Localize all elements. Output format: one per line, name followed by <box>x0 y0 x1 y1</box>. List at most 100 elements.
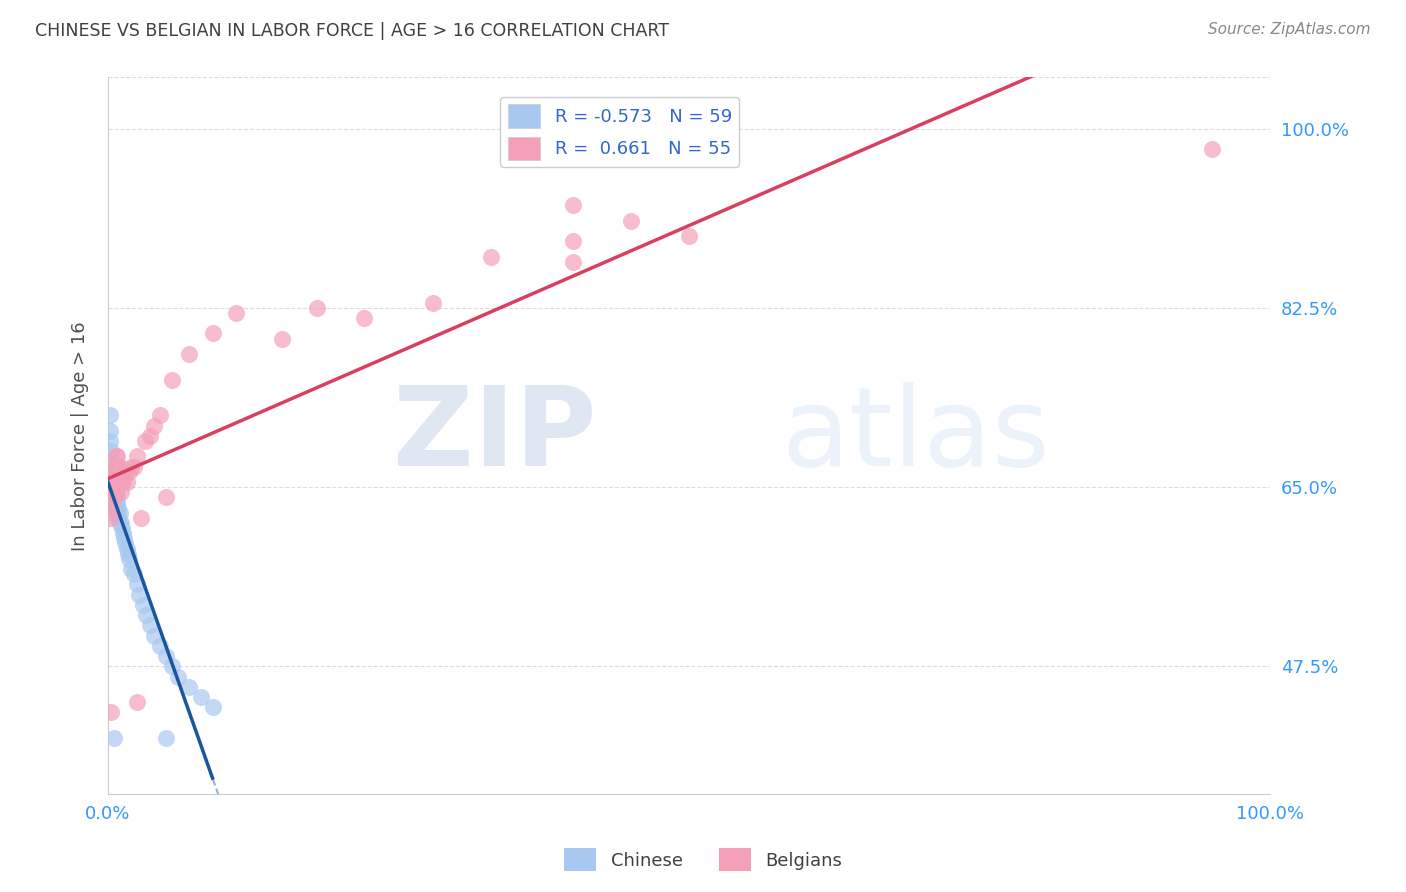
Point <box>120 562 142 576</box>
Point <box>149 639 172 653</box>
Point <box>103 480 125 494</box>
Point <box>135 608 157 623</box>
Point <box>101 465 124 479</box>
Point <box>98 491 121 505</box>
Point <box>111 521 134 535</box>
Point <box>561 254 583 268</box>
Point <box>104 495 127 509</box>
Point <box>125 577 148 591</box>
Point <box>103 475 125 489</box>
Point <box>101 470 124 484</box>
Point <box>155 731 177 745</box>
Point <box>105 485 128 500</box>
Point <box>118 465 141 479</box>
Point <box>561 198 583 212</box>
Point <box>104 491 127 505</box>
Text: atlas: atlas <box>782 383 1050 490</box>
Point <box>678 229 700 244</box>
Point <box>128 588 150 602</box>
Point <box>201 326 224 341</box>
Legend: Chinese, Belgians: Chinese, Belgians <box>557 841 849 879</box>
Point <box>620 214 643 228</box>
Point <box>98 434 121 448</box>
Point <box>307 301 329 315</box>
Point <box>132 598 155 612</box>
Point <box>105 459 128 474</box>
Point <box>117 547 139 561</box>
Point <box>118 551 141 566</box>
Point <box>108 459 131 474</box>
Point <box>105 491 128 505</box>
Point <box>105 495 128 509</box>
Point <box>98 424 121 438</box>
Point <box>112 532 135 546</box>
Point <box>1201 142 1223 156</box>
Point <box>105 450 128 464</box>
Point <box>422 295 444 310</box>
Point <box>107 475 129 489</box>
Legend: R = -0.573   N = 59, R =  0.661   N = 55: R = -0.573 N = 59, R = 0.661 N = 55 <box>501 97 740 167</box>
Point <box>134 434 156 448</box>
Point <box>107 459 129 474</box>
Point <box>122 459 145 474</box>
Point <box>143 629 166 643</box>
Point <box>108 475 131 489</box>
Point <box>105 450 128 464</box>
Point <box>112 526 135 541</box>
Point <box>114 465 136 479</box>
Point <box>101 475 124 489</box>
Point <box>479 250 502 264</box>
Point <box>149 409 172 423</box>
Point <box>114 536 136 550</box>
Point <box>125 450 148 464</box>
Point <box>100 706 122 720</box>
Point <box>104 480 127 494</box>
Point <box>160 659 183 673</box>
Point <box>100 511 122 525</box>
Point <box>103 491 125 505</box>
Point <box>225 306 247 320</box>
Point <box>104 470 127 484</box>
Point <box>100 459 122 474</box>
Point <box>101 491 124 505</box>
Point <box>155 649 177 664</box>
Point <box>110 516 132 530</box>
Point <box>103 731 125 745</box>
Point <box>101 480 124 494</box>
Point <box>105 506 128 520</box>
Point <box>111 470 134 484</box>
Point <box>104 459 127 474</box>
Point <box>143 418 166 433</box>
Point <box>98 409 121 423</box>
Point <box>201 700 224 714</box>
Point <box>103 470 125 484</box>
Point <box>139 429 162 443</box>
Point <box>105 470 128 484</box>
Point <box>103 485 125 500</box>
Point <box>160 373 183 387</box>
Point <box>101 470 124 484</box>
Point <box>100 444 122 458</box>
Text: CHINESE VS BELGIAN IN LABOR FORCE | AGE > 16 CORRELATION CHART: CHINESE VS BELGIAN IN LABOR FORCE | AGE … <box>35 22 669 40</box>
Point <box>271 332 294 346</box>
Point <box>108 506 131 520</box>
Point <box>115 475 138 489</box>
Point <box>103 470 125 484</box>
Point <box>105 495 128 509</box>
Point <box>155 491 177 505</box>
Point <box>120 459 142 474</box>
Point <box>353 311 375 326</box>
Point <box>103 480 125 494</box>
Point <box>107 500 129 515</box>
Point <box>139 618 162 632</box>
Point <box>105 485 128 500</box>
Point <box>101 475 124 489</box>
Point <box>105 500 128 515</box>
Point <box>110 485 132 500</box>
Point <box>179 347 201 361</box>
Point <box>561 235 583 249</box>
Text: Source: ZipAtlas.com: Source: ZipAtlas.com <box>1208 22 1371 37</box>
Point <box>107 511 129 525</box>
Point <box>112 470 135 484</box>
Point <box>125 695 148 709</box>
